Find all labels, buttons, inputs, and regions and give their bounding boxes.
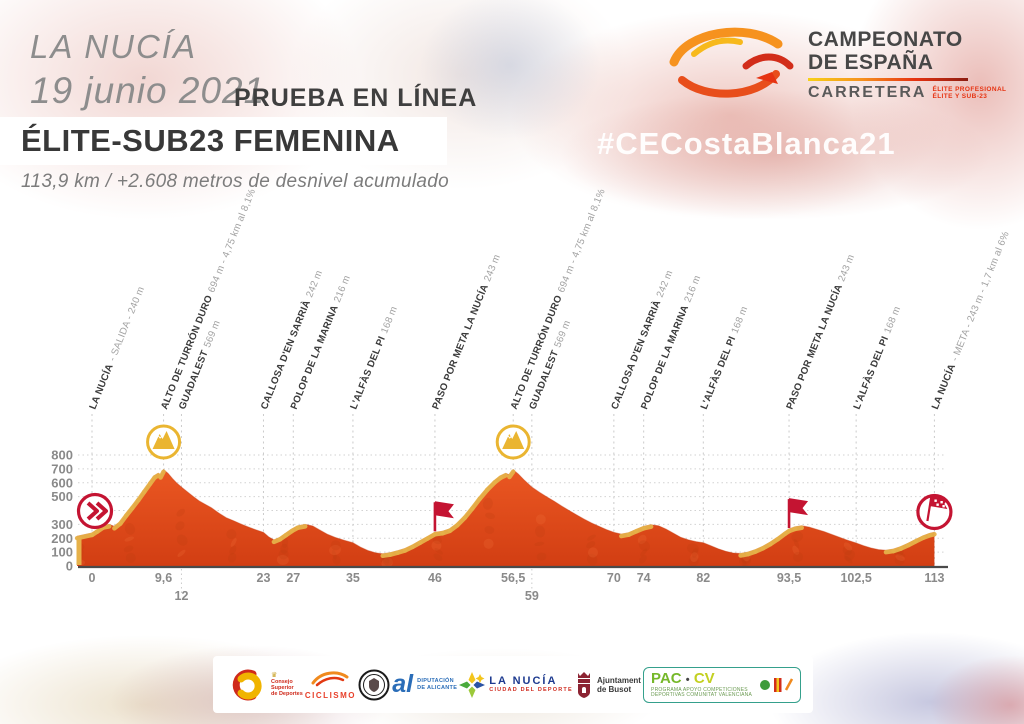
y-axis-tick-label: 500 bbox=[51, 489, 73, 504]
waypoint-label: PASO POR META LA NUCÍA243 m bbox=[784, 253, 857, 412]
event-location: LA NUCÍA bbox=[30, 28, 197, 65]
x-axis-tick-label: 35 bbox=[346, 571, 360, 585]
star-icon bbox=[459, 671, 486, 698]
waypoint-label: PASO POR META LA NUCÍA243 m bbox=[430, 253, 503, 412]
y-axis-tick-label: 800 bbox=[51, 448, 73, 463]
x-axis-tick-label: 74 bbox=[637, 571, 651, 585]
championship-title-2: DE ESPAÑA bbox=[808, 51, 934, 74]
pac-partner-marks-icon bbox=[760, 677, 793, 692]
ciclismo-swoosh-icon bbox=[311, 671, 349, 687]
championship-title: CAMPEONATO bbox=[808, 28, 963, 51]
background-photo-wash bbox=[420, 0, 600, 140]
gradient-rule bbox=[808, 78, 968, 81]
csd-mark-icon bbox=[232, 669, 262, 700]
x-axis-tick-label: 9,6 bbox=[155, 571, 172, 585]
waypoint-labels: LA NUCÍA- SALIDA - 240 m ALTO DE TURRÓN D… bbox=[87, 187, 1012, 411]
y-axis-tick-label: 100 bbox=[51, 545, 73, 560]
waypoint-label: L'ALFÀS DEL PI168 m bbox=[851, 305, 903, 412]
sponsor-pac-cv-logo: PAC • CV PROGRAMA APOYO COMPETICIONES DE… bbox=[643, 666, 801, 703]
waypoint-label: LA NUCÍA- META - 243 m - 1,7 km al 6% bbox=[929, 229, 1012, 411]
sponsor-la-nucia-logo: LA NUCÍA CIUDAD DEL DEPORTE bbox=[459, 671, 573, 698]
busot-emblem-icon bbox=[577, 671, 590, 698]
elevation-profile-area bbox=[74, 468, 937, 566]
mountain-peak-icon bbox=[495, 424, 531, 460]
sponsor-csd-logo: ♛ Consejo Superior de Deportes bbox=[225, 666, 303, 704]
sponsor-logo-strip: ♛ Consejo Superior de Deportes CICLISMO … bbox=[213, 656, 813, 713]
y-axis-tick-label: 700 bbox=[51, 461, 73, 476]
start-icon bbox=[76, 492, 114, 530]
mountain-peak-icon bbox=[146, 424, 182, 460]
category-band: ÉLITE-SUB23 FEMENINA bbox=[0, 117, 447, 165]
x-axis-tick-label: 23 bbox=[257, 571, 271, 585]
alicante-al-glyph: al bbox=[392, 670, 414, 698]
championship-categories: ÉLITE PROFESIONAL ÉLITE Y SUB-23 bbox=[932, 86, 1007, 100]
y-axis-tick-label: 300 bbox=[51, 517, 73, 532]
y-axis-tick-label: 600 bbox=[51, 475, 73, 490]
sponsor-federation-emblem bbox=[358, 669, 390, 701]
distance-elevation-info: 113,9 km / +2.608 metros de desnivel acu… bbox=[21, 171, 449, 192]
waypoint-label: L'ALFÀS DEL PI168 m bbox=[698, 305, 750, 412]
background-photo-wash bbox=[930, 655, 1024, 724]
x-axis-tick-label: 102,5 bbox=[840, 571, 871, 585]
elevation-profile-fill bbox=[77, 469, 935, 566]
x-axis-tick-label: 93,5 bbox=[777, 571, 801, 585]
x-axis-tick-label: 59 bbox=[525, 589, 539, 603]
y-axis-tick-label: 0 bbox=[66, 559, 73, 574]
championship-discipline: CARRETERA bbox=[808, 84, 927, 101]
y-axis-tick-label: 200 bbox=[51, 531, 73, 546]
sponsor-diputacion-alicante-logo: al DIPUTACIÓN DE ALICANTE bbox=[392, 670, 458, 698]
championship-logo-text: CAMPEONATO DE ESPAÑA CARRETERA ÉLITE PRO… bbox=[808, 28, 1008, 102]
crown-icon: ♛ bbox=[271, 672, 278, 679]
sponsor-busot-logo: Ajuntament de Busot bbox=[575, 671, 641, 699]
x-axis-tick-label: 12 bbox=[175, 589, 189, 603]
x-axis-tick-label: 46 bbox=[428, 571, 442, 585]
rfec-cyclist-logo-icon bbox=[669, 27, 794, 98]
x-axis-tick-label: 70 bbox=[607, 571, 621, 585]
waypoint-label: POLOP DE LA MARINA216 m bbox=[639, 274, 703, 411]
event-date: 19 junio 2021 bbox=[30, 70, 266, 111]
waypoint-label: POLOP DE LA MARINA216 m bbox=[289, 274, 353, 411]
race-category: ÉLITE-SUB23 FEMENINA bbox=[21, 123, 400, 158]
x-axis: 0 9,612 23 27 35 46 56,559 70 74 82 93,5 102,5 113 bbox=[78, 565, 948, 603]
finish-icon bbox=[916, 493, 953, 531]
round-emblem-icon bbox=[358, 669, 390, 700]
x-axis-tick-label: 56,5 bbox=[501, 571, 525, 585]
race-type-label: PRUEBA EN LÍNEA bbox=[234, 84, 478, 112]
waypoint-label: ALTO DE TURRÓN DURO694 m - 4,75 km al 8,… bbox=[158, 187, 258, 411]
x-axis-tick-label: 0 bbox=[89, 571, 96, 585]
waypoint-label: ALTO DE TURRÓN DURO694 m - 4,75 km al 8,… bbox=[508, 187, 608, 411]
course-icons bbox=[76, 424, 953, 532]
event-hashtag: #CECostaBlanca21 bbox=[597, 126, 896, 161]
sponsor-ciclismo-logo: CICLISMO bbox=[305, 669, 356, 700]
waypoint-label: L'ALFÀS DEL PI168 m bbox=[348, 305, 400, 412]
intermediate-flag-icon bbox=[787, 498, 809, 529]
x-axis-tick-label: 27 bbox=[286, 571, 300, 585]
waypoint-label: LA NUCÍA- SALIDA - 240 m bbox=[87, 285, 147, 411]
x-axis-tick-label: 113 bbox=[924, 571, 944, 585]
intermediate-flag-icon bbox=[433, 501, 454, 532]
x-axis-tick-label: 82 bbox=[696, 571, 710, 585]
